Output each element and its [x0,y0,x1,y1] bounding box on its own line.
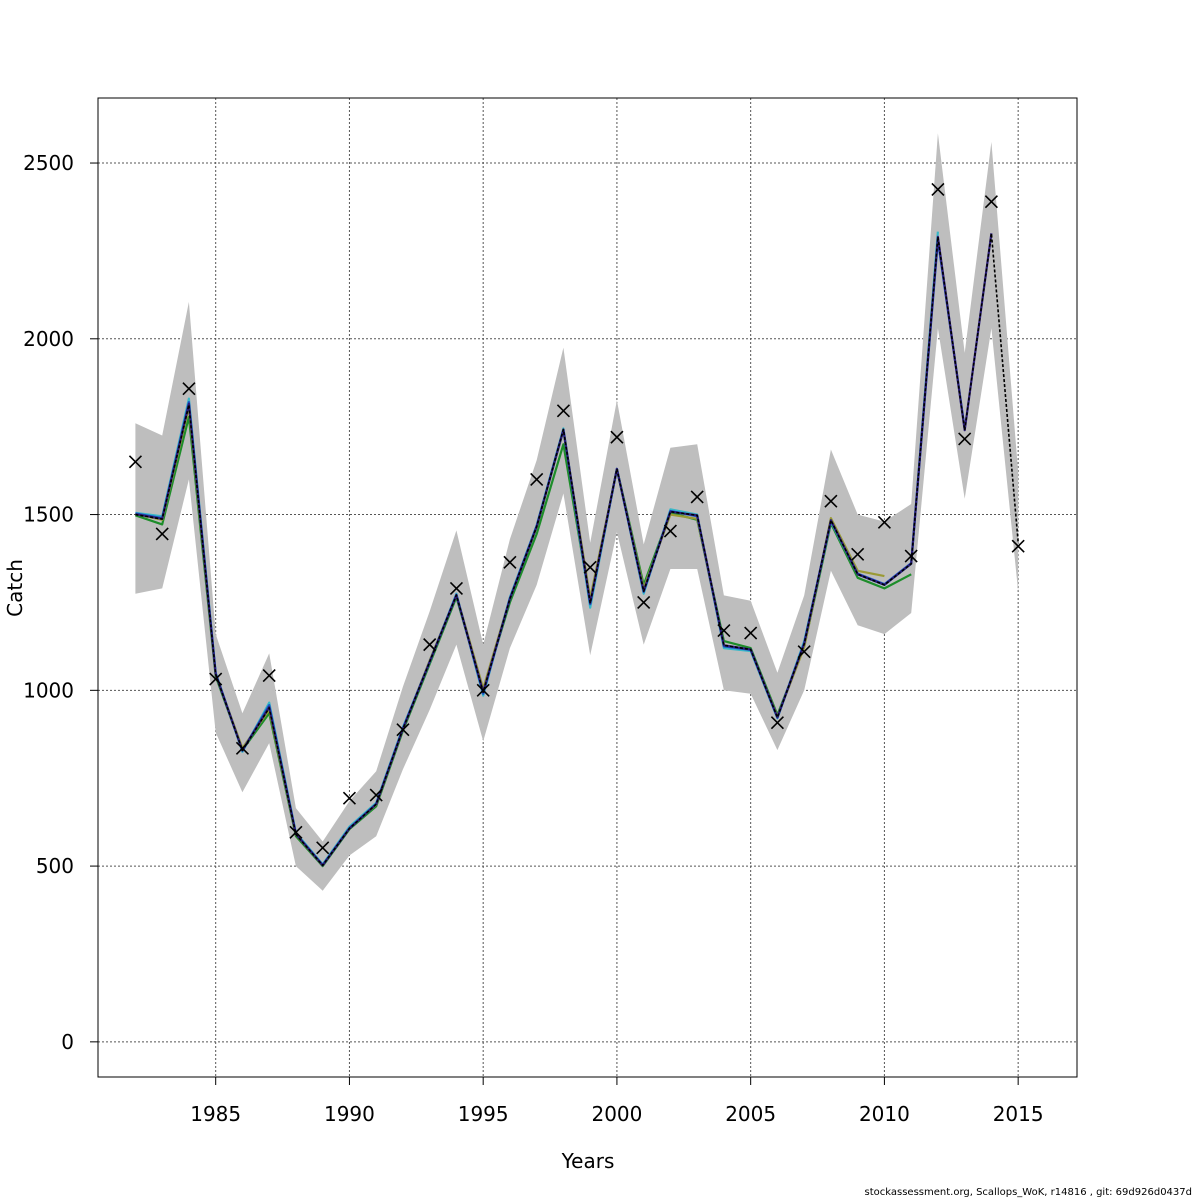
y-tick-label: 2500 [23,151,74,175]
observed-point [583,560,597,574]
y-tick-label: 2000 [23,327,74,351]
observed-point [182,382,196,396]
observed-point [824,494,838,508]
observed-point [984,195,998,209]
x-tick-label: 2010 [859,1102,910,1126]
observed-point [931,182,945,196]
x-axis-title: Years [561,1149,615,1173]
observed-markers [128,182,1025,855]
observed-point [369,788,383,802]
observed-point [209,672,223,686]
x-tick-label: 1990 [324,1102,375,1126]
observed-point [155,527,169,541]
plot-frame [97,97,1078,1078]
observed-point [530,472,544,486]
observed-point [423,638,437,652]
observed-point [556,404,570,418]
footer-credit: stockassessment.org, Scallops_WoK, r1481… [864,1187,1192,1198]
observed-point [904,549,918,563]
y-tick-label: 1000 [23,678,74,702]
observed-point [235,741,250,755]
observed-point [1011,539,1025,553]
observed-point [958,432,972,446]
observed-point [744,626,758,640]
observed-point [637,595,651,610]
x-tick-label: 1995 [458,1102,509,1126]
observed-point [316,841,330,855]
y-tick-label: 0 [61,1030,74,1054]
observed-point [797,645,811,659]
axes: 1985 1990 1995 2000 2005 2010 2015 0 500 1000 1500… [23,151,1044,1126]
x-tick-label: 2005 [725,1102,776,1126]
observed-point [128,455,143,469]
x-tick-label: 2000 [591,1102,642,1126]
observed-point [610,430,624,444]
observed-point [770,716,784,730]
y-axis-title: Catch [3,559,27,617]
series-line-6 [135,232,1019,867]
y-tick-label: 500 [36,854,74,878]
observed-point [342,791,357,805]
observed-point [449,581,463,595]
observed-point [877,515,891,529]
observed-point [289,825,303,839]
observed-point [262,668,276,683]
observed-point [851,547,865,561]
observed-point [503,555,517,569]
observed-point [663,524,677,538]
observed-point [690,490,704,504]
x-tick-label: 2015 [993,1102,1044,1126]
observed-point [717,623,731,638]
observed-point [396,723,410,737]
x-tick-label: 1985 [190,1102,241,1126]
observed-point [476,683,490,697]
y-tick-label: 1500 [23,503,74,527]
series-lines [135,231,1019,868]
